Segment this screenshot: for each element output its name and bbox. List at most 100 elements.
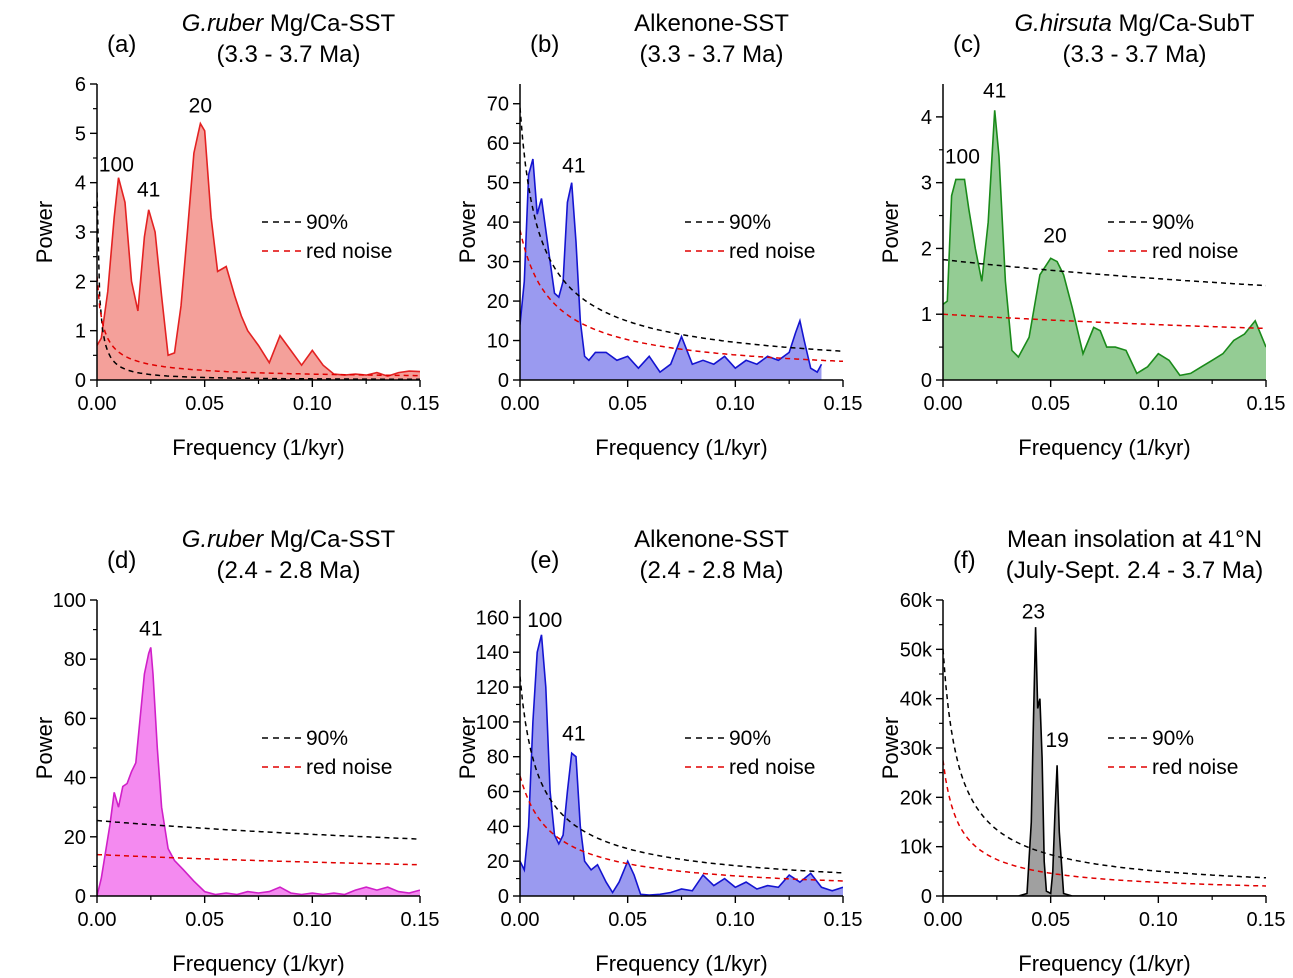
panel-a: 0 1 2 3 4 5 6 0.00 0.05 0.10 0.15 Frequency (1/kyr)… — [32, 10, 439, 460]
x-tick-label: 0.10 — [716, 909, 755, 931]
legend-label: 90% — [729, 211, 771, 234]
y-tick-label: 0 — [498, 370, 509, 392]
x-axis-label: Frequency (1/kyr) — [595, 435, 767, 460]
legend-label: 90% — [1152, 211, 1194, 234]
peak-label: 100 — [527, 609, 562, 632]
y-tick-label: 0 — [75, 370, 86, 392]
spectrum-line — [943, 627, 1266, 896]
y-tick-label: 10 — [487, 331, 509, 353]
y-tick-label: 1 — [75, 321, 86, 343]
y-tick-label: 100 — [53, 590, 86, 612]
x-tick-label: 0.10 — [293, 909, 332, 931]
confidence-90-curve — [943, 258, 1266, 287]
y-axis-label: Power — [32, 717, 57, 779]
y-tick-label: 60k — [900, 590, 933, 612]
spectrum-area — [97, 647, 420, 896]
panel-b: 0 10 20 30 40 50 60 70 0.00 0.05 0.10 0.15 Frequency… — [455, 10, 862, 460]
y-tick-label: 1 — [921, 304, 932, 326]
red-noise-curve — [520, 229, 843, 363]
x-tick-label: 0.05 — [185, 909, 224, 931]
y-tick-label: 80 — [64, 649, 86, 671]
panel-title: G.hirsuta Mg/Ca-SubT — [1014, 10, 1254, 37]
y-tick-label: 5 — [75, 123, 86, 145]
panel-label: (b) — [530, 31, 559, 58]
y-tick-label: 120 — [476, 677, 509, 699]
spectrum-line — [520, 158, 823, 374]
y-axis-label: Power — [878, 717, 903, 779]
peak-label: 41 — [562, 722, 585, 745]
spectrum-area — [97, 123, 420, 380]
y-tick-label: 160 — [476, 607, 509, 629]
y-tick-label: 70 — [487, 94, 509, 116]
panel-subtitle: (2.4 - 2.8 Ma) — [216, 557, 360, 584]
x-tick-label: 0.05 — [1031, 909, 1070, 931]
panel-title: G.ruber Mg/Ca-SST — [182, 526, 396, 553]
y-tick-label: 0 — [498, 886, 509, 908]
confidence-90-curve — [520, 676, 843, 874]
panel-label: (a) — [107, 31, 136, 58]
x-tick-label: 0.15 — [824, 909, 863, 931]
legend-label: 90% — [1152, 727, 1194, 750]
y-tick-label: 20k — [900, 787, 933, 809]
y-tick-label: 20 — [487, 851, 509, 873]
red-noise-curve — [943, 760, 1266, 887]
plot-area — [943, 110, 1266, 380]
y-tick-label: 3 — [921, 173, 932, 195]
x-tick-label: 0.10 — [716, 393, 755, 415]
y-tick-label: 2 — [921, 238, 932, 260]
legend-label: red noise — [1152, 240, 1238, 263]
spectrum-area — [943, 110, 1266, 380]
y-tick-label: 4 — [75, 173, 86, 195]
x-tick-label: 0.00 — [78, 909, 117, 931]
plot-area — [97, 121, 420, 380]
x-tick-label: 0.10 — [1139, 909, 1178, 931]
x-tick-label: 0.10 — [293, 393, 332, 415]
peak-label: 100 — [99, 154, 134, 177]
legend-label: red noise — [1152, 756, 1238, 779]
peak-label: 41 — [139, 617, 162, 640]
y-tick-label: 50 — [487, 173, 509, 195]
legend-label: red noise — [306, 756, 392, 779]
y-tick-label: 2 — [75, 271, 86, 293]
panel-title: Mean insolation at 41°N — [1007, 526, 1262, 553]
x-tick-label: 0.15 — [1247, 393, 1286, 415]
x-tick-label: 0.05 — [608, 393, 647, 415]
x-axis-label: Frequency (1/kyr) — [172, 951, 344, 976]
plot-area — [520, 634, 843, 896]
panel-c: 0 1 2 3 4 0.00 0.05 0.10 0.15 Frequency (1/kyr) Po… — [878, 10, 1285, 460]
y-tick-label: 80 — [487, 747, 509, 769]
y-tick-label: 0 — [75, 886, 86, 908]
peak-label: 41 — [137, 178, 160, 201]
x-tick-label: 0.05 — [185, 393, 224, 415]
plot-area — [943, 627, 1266, 896]
x-tick-label: 0.00 — [924, 393, 963, 415]
y-axis-label: Power — [455, 717, 480, 779]
y-tick-label: 4 — [921, 107, 932, 129]
y-axis-label: Power — [878, 201, 903, 263]
y-tick-label: 140 — [476, 642, 509, 664]
x-tick-label: 0.15 — [824, 393, 863, 415]
y-tick-label: 40 — [64, 768, 86, 790]
x-tick-label: 0.10 — [1139, 393, 1178, 415]
legend-label: 90% — [306, 211, 348, 234]
panel-label: (f) — [953, 547, 976, 574]
x-tick-label: 0.15 — [401, 393, 440, 415]
x-tick-label: 0.00 — [501, 393, 540, 415]
panel-subtitle: (2.4 - 2.8 Ma) — [639, 557, 783, 584]
panel-d: 0 20 40 60 80 100 0.00 0.05 0.10 0.15 Frequency (1… — [32, 526, 439, 976]
y-axis-label: Power — [32, 201, 57, 263]
y-tick-label: 40k — [900, 689, 933, 711]
legend-label: red noise — [729, 240, 815, 263]
panel-e: 0 20 40 60 80 100 120 140 160 0.00 0.05 0.10 0.15 Fre… — [455, 526, 862, 976]
legend-label: 90% — [306, 727, 348, 750]
x-axis-label: Frequency (1/kyr) — [1018, 435, 1190, 460]
panel-title: Alkenone-SST — [634, 10, 789, 37]
x-tick-label: 0.00 — [501, 909, 540, 931]
y-tick-label: 10k — [900, 837, 933, 859]
peak-label: 23 — [1022, 601, 1045, 624]
y-axis-label: Power — [455, 201, 480, 263]
peak-label: 20 — [189, 95, 212, 118]
y-tick-label: 40 — [487, 212, 509, 234]
y-tick-label: 60 — [487, 782, 509, 804]
